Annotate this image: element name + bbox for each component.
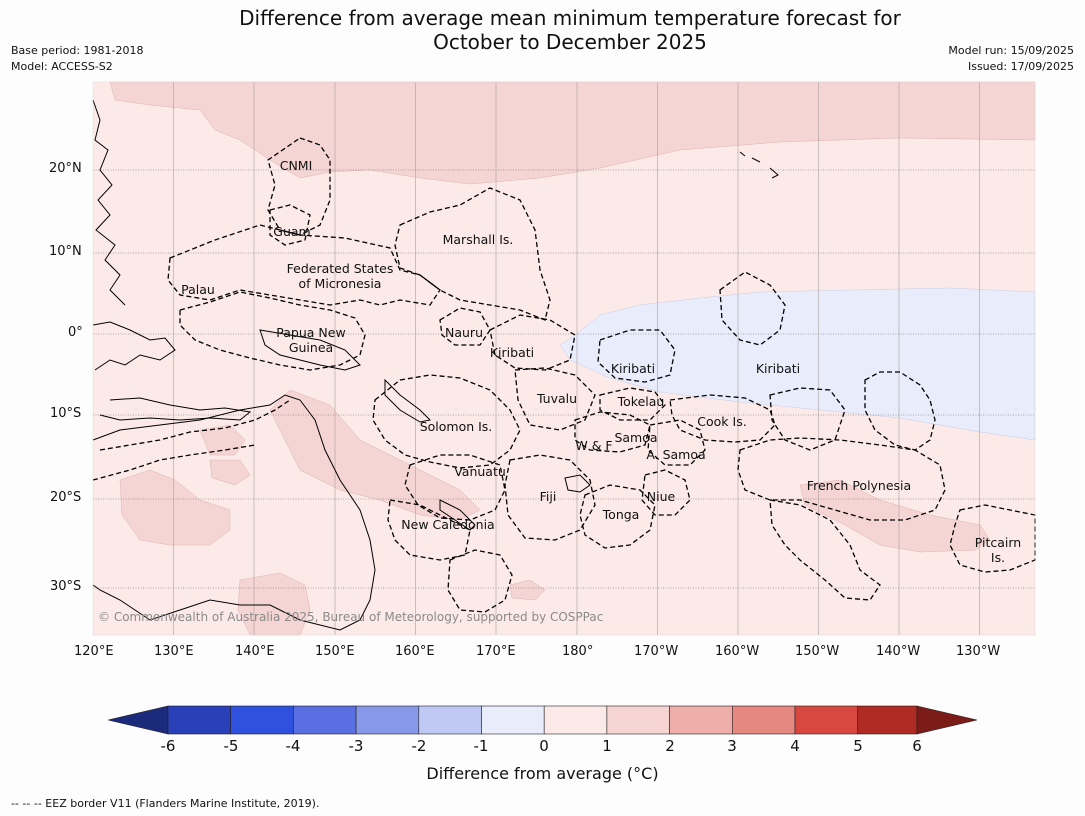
colorbar-seg [857,705,918,735]
label-png-1: Papua New [276,325,345,340]
copyright-text: © Commonwealth of Australia 2025, Bureau… [98,610,603,624]
label-guam: Guam [273,224,310,239]
model-run: Model run: 15/09/2025 [948,44,1074,57]
region-labels: CNMI Guam Marshall Is. Federated States … [181,158,1021,565]
lat-label: 20°N [49,161,82,176]
title-line-2: October to December 2025 [433,30,707,54]
lon-label: 180° [562,644,594,659]
colorbar-tick: 0 [539,737,549,755]
lon-label: 130°E [154,644,194,659]
colorbar [107,705,978,735]
colorbar-seg [355,705,420,735]
colorbar-seg [669,705,733,735]
label-kiribati-central: Kiribati [611,361,655,376]
label-png-2: Guinea [289,340,333,355]
label-cook: Cook Is. [697,414,746,429]
map-frame [92,81,1036,636]
colorbar-seg [167,705,232,735]
lon-label: 160°W [715,644,760,659]
colorbar-tick: 1 [602,737,612,755]
cool-anomaly-patch [559,287,1036,441]
label-solomon: Solomon Is. [420,419,493,434]
label-kiribati-west: Kiribati [490,345,534,360]
label-samoa: Samoa [614,430,657,445]
colorbar-seg [606,705,670,735]
label-palau: Palau [181,282,215,297]
colorbar-seg [481,705,545,735]
coastlines [92,99,779,631]
colorbar-seg [731,705,796,735]
colorbar-tick: 4 [790,737,800,755]
lon-label: 130°W [956,644,1001,659]
title-line-1: Difference from average mean minimum tem… [239,6,901,30]
lon-label: 170°W [634,644,679,659]
colorbar-seg [230,705,294,735]
label-pitcairn-1: Pitcairn [975,535,1021,550]
label-wallis-futuna: W & F [575,438,612,453]
lon-label: 170°E [476,644,516,659]
colorbar-tick: -1 [473,737,489,755]
label-french-polynesia: French Polynesia [807,478,911,493]
colorbar-tick: -3 [348,737,364,755]
lat-label: 10°S [50,406,82,421]
label-tonga: Tonga [602,507,640,522]
label-fiji: Fiji [540,489,557,504]
label-tuvalu: Tuvalu [536,391,577,406]
lon-label: 120°E [74,644,114,659]
lat-label: 30°S [50,579,82,594]
colorbar-tick: 2 [665,737,675,755]
label-tokelau: Tokelau [617,394,665,409]
label-nauru: Nauru [445,325,483,340]
label-marshall: Marshall Is. [443,232,514,247]
warm-anomaly-patches [109,81,1036,636]
eez-legend-note: -- -- -- EEZ border V11 (Flanders Marine… [11,797,320,810]
issued-date: Issued: 17/09/2025 [967,60,1074,73]
lon-label: 150°E [315,644,355,659]
colorbar-tick: -6 [160,737,176,755]
base-period: Base period: 1981-2018 [11,44,144,57]
lat-label: 10°N [49,244,82,259]
lon-label: 160°E [395,644,435,659]
colorbar-seg [418,705,482,735]
eez-borders [92,137,1036,613]
label-kiribati-east: Kiribati [756,361,800,376]
label-pitcairn-2: Is. [991,550,1005,565]
colorbar-tick: 5 [853,737,863,755]
model-name: Model: ACCESS-S2 [11,60,113,73]
meta-left: Base period: 1981-2018 Model: ACCESS-S2 [11,43,143,75]
colorbar-seg [293,705,357,735]
colorbar-extend-low [107,705,169,735]
colorbar-tick: -2 [411,737,427,755]
label-fsm-1: Federated States [287,261,394,276]
colorbar-tick: -5 [223,737,239,755]
lon-label: 150°W [795,644,840,659]
label-american-samoa: A. Samoa [646,447,705,462]
label-vanuatu: Vanuatu [454,464,506,479]
colorbar-label: Difference from average (°C) [426,764,659,783]
colorbar-tick: 3 [727,737,737,755]
meta-right: Model run: 15/09/2025 Issued: 17/09/2025 [948,43,1074,75]
colorbar-tick: -4 [285,737,301,755]
lon-label: 140°W [876,644,921,659]
map-title: Difference from average mean minimum tem… [0,6,1085,54]
colorbar-extend-high [916,705,978,735]
colorbar-seg [794,705,859,735]
colorbar-tick: 6 [912,737,922,755]
label-cnmi: CNMI [280,158,313,173]
label-new-caledonia: New Caledonia [401,517,494,532]
lon-label: 140°E [235,644,275,659]
label-fsm-2: of Micronesia [299,276,382,291]
lat-label: 20°S [50,490,82,505]
lat-label: 0° [68,325,83,340]
label-niue: Niue [647,489,676,504]
colorbar-seg [543,705,608,735]
